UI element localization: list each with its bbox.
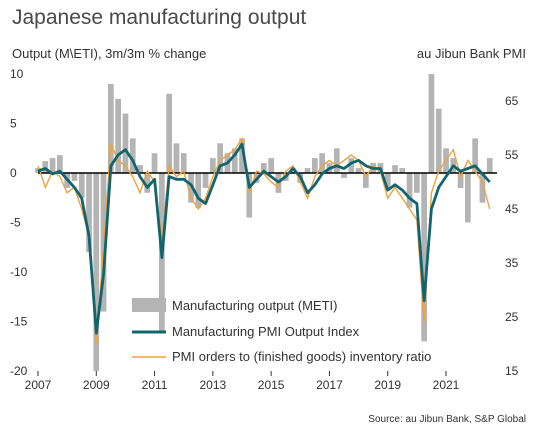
y-right-tick-label: 15 (505, 364, 519, 378)
meti-bar (363, 173, 369, 188)
meti-bar (71, 173, 78, 181)
meti-bar (188, 173, 194, 203)
meti-bar (108, 83, 114, 173)
meti-bar (93, 173, 100, 371)
meti-bar (414, 173, 420, 193)
meti-bar (304, 168, 311, 173)
meti-bar (49, 158, 56, 173)
x-tick-label: 2017 (316, 378, 343, 392)
meti-bar (333, 148, 340, 174)
y-left-tick-label: 5 (10, 117, 17, 131)
meti-bar (428, 74, 435, 173)
meti-bar (312, 158, 318, 173)
x-tick-label: 2019 (374, 378, 401, 392)
x-tick-label: 2015 (258, 378, 285, 392)
meti-bar (144, 173, 151, 193)
legend: Manufacturing output (METI) Manufacturing… (132, 298, 431, 364)
meti-bar (406, 173, 413, 208)
x-tick-label: 2021 (433, 378, 460, 392)
meti-bar (202, 173, 209, 188)
meti-bar (57, 155, 63, 173)
meti-bar (384, 173, 391, 188)
y-left-tick-label: 10 (10, 67, 24, 81)
meti-bar (137, 165, 143, 173)
x-tick-label: 2007 (25, 378, 52, 392)
meti-bar (217, 143, 223, 173)
orders-inventory-line (37, 136, 491, 345)
meti-bar (122, 113, 129, 173)
meti-bar (392, 165, 398, 173)
meti-bar (246, 173, 253, 218)
meti-bar (341, 173, 347, 178)
meti-bar (173, 143, 180, 173)
legend-label: PMI orders to (finished goods) inventory… (172, 349, 431, 364)
meti-bar (231, 148, 238, 174)
y-right-tick-label: 35 (505, 256, 519, 270)
y-axis-right-title: au Jibun Bank PMI (416, 46, 526, 61)
meti-bar (268, 158, 274, 173)
y-right-tick-label: 65 (505, 94, 519, 108)
meti-bar (115, 98, 121, 174)
x-tick-label: 2011 (142, 378, 168, 392)
axis-ticks: 10 5 0 -5 -10 -15 -20 65 55 45 35 25 15 2007 2009 2011 2… (10, 67, 519, 392)
legend-label: Manufacturing output (METI) (172, 298, 337, 313)
x-tick-label: 2009 (83, 378, 110, 392)
meti-bar (195, 173, 202, 208)
meti-bar (42, 161, 49, 173)
y-right-tick-label: 55 (505, 148, 519, 162)
meti-bar (129, 138, 136, 173)
meti-bar (151, 153, 158, 173)
meti-bar (319, 153, 325, 173)
meti-bar (472, 138, 478, 173)
y-right-tick-label: 25 (505, 310, 519, 324)
pmi-output-line (37, 142, 491, 335)
y-left-tick-label: -15 (10, 315, 28, 329)
meti-bar (166, 93, 172, 173)
y-axis-left-title: Output (M\ETI), 3m/3m % change (12, 46, 207, 61)
meti-bar (261, 163, 267, 173)
meti-bar (399, 168, 406, 173)
meti-bar (479, 173, 486, 203)
meti-bar (348, 158, 355, 173)
meti-bar (486, 158, 493, 173)
y-left-tick-label: -5 (10, 216, 21, 230)
meti-bar (421, 173, 427, 342)
meti-bar (465, 173, 471, 223)
legend-swatch-meti (132, 298, 166, 312)
y-left-tick-label: 0 (10, 166, 17, 180)
meti-bar (180, 153, 187, 173)
y-left-tick-label: -20 (10, 364, 28, 378)
source-note: Source: au Jibun Bank, S&P Global (368, 414, 526, 425)
meti-bar (435, 108, 442, 173)
meti-bar (457, 173, 464, 188)
meti-bar (210, 158, 216, 173)
x-tick-label: 2013 (200, 378, 227, 392)
y-left-tick-label: -10 (10, 265, 28, 279)
legend-label: Manufacturing PMI Output Index (172, 324, 360, 339)
meti-bar (355, 168, 362, 173)
chart-title: Japanese manufacturing output (12, 6, 307, 29)
meti-bar (86, 173, 92, 253)
meti-bar (78, 173, 85, 198)
y-right-tick-label: 45 (505, 202, 519, 216)
meti-bar (239, 138, 245, 173)
